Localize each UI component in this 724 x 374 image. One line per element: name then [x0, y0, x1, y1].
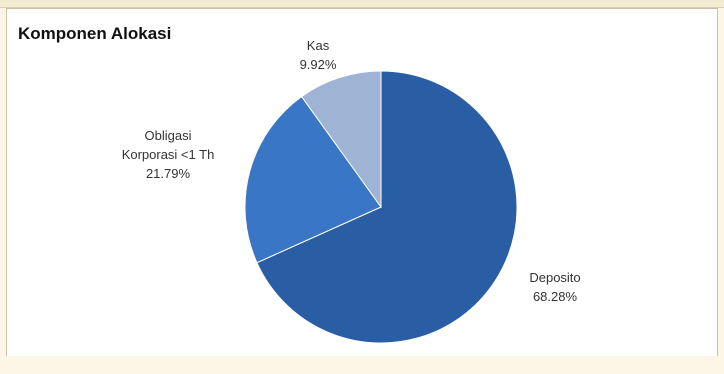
top-border-strip	[0, 0, 724, 8]
pie-slice-obligasi-korporasi-1-th	[244, 95, 382, 264]
pie-slices	[244, 70, 518, 344]
pie-labels: Deposito 68.28% Obligasi Korporasi <1 Th 21.…	[122, 38, 581, 304]
pie-label-deposito: Deposito 68.28%	[529, 270, 580, 304]
pie-slice-kas	[300, 70, 382, 209]
pie-label-kas: Kas 9.92%	[300, 38, 337, 72]
pie-slice-deposito	[256, 70, 518, 344]
chart-title: Komponen Alokasi	[18, 24, 172, 43]
pie-label-obligasi-korporasi-1-th: Obligasi Korporasi <1 Th 21.79%	[122, 128, 215, 181]
bottom-strip	[6, 356, 718, 374]
